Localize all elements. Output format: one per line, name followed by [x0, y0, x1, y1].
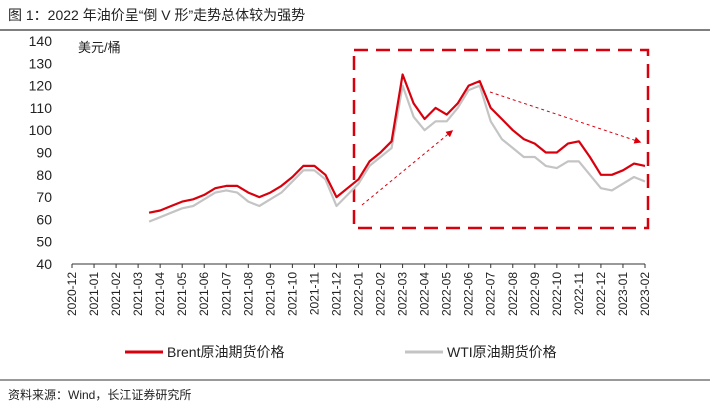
legend-label: WTI原油期货价格	[447, 344, 557, 360]
x-tick-label: 2022-07	[484, 272, 498, 316]
x-tick-label: 2021-07	[219, 272, 233, 316]
x-tick-label: 2022-03	[396, 272, 410, 316]
x-tick-label: 2022-06	[462, 272, 476, 316]
y-tick-label: 80	[36, 167, 52, 183]
x-tick-label: 2021-02	[109, 272, 123, 316]
x-tick-label: 2022-02	[374, 272, 388, 316]
arrow-down	[489, 91, 642, 144]
series-line	[148, 73, 646, 214]
y-unit: 美元/桶	[78, 40, 121, 55]
x-tick-label: 2022-05	[440, 272, 454, 316]
x-tick-label: 2021-10	[285, 272, 299, 316]
y-tick-label: 100	[29, 122, 53, 138]
y-tick-label: 140	[29, 33, 53, 49]
x-tick-label: 2021-04	[153, 272, 167, 316]
x-tick-label: 2023-02	[638, 272, 652, 316]
x-tick-label: 2022-01	[352, 272, 366, 316]
x-tick-label: 2021-11	[307, 272, 321, 315]
x-tick-label: 2021-03	[131, 272, 145, 316]
y-tick-label: 70	[36, 189, 52, 205]
y-tick-label: 60	[36, 211, 52, 227]
x-tick-label: 2021-09	[263, 272, 277, 316]
x-tick-label: 2022-09	[528, 272, 542, 316]
x-tick-label: 2020-12	[65, 272, 79, 316]
x-tick-label: 2021-12	[329, 272, 343, 316]
x-tick-label: 2021-06	[197, 272, 211, 316]
x-tick-label: 2021-01	[87, 272, 101, 316]
y-tick-label: 130	[29, 55, 53, 71]
x-tick-label: 2022-11	[572, 272, 586, 315]
y-tick-label: 110	[30, 100, 53, 116]
y-tick-label: 50	[36, 234, 52, 250]
y-tick-label: 120	[29, 78, 53, 94]
x-tick-label: 2022-10	[550, 272, 564, 316]
x-tick-label: 2022-04	[418, 272, 432, 316]
y-tick-label: 90	[36, 145, 52, 161]
x-tick-label: 2023-01	[616, 272, 630, 316]
x-tick-label: 2022-12	[594, 272, 608, 316]
x-tick-label: 2021-08	[241, 272, 255, 316]
chart-title: 图 1：2022 年油价呈“倒 V 形”走势总体较为强势	[8, 7, 305, 23]
y-tick-label: 40	[36, 256, 52, 272]
arrow-up	[361, 130, 454, 206]
x-tick-label: 2021-05	[175, 272, 189, 316]
source: 资料来源：Wind，长江证券研究所	[8, 387, 191, 402]
x-tick-label: 2022-08	[506, 272, 520, 316]
series-line	[148, 84, 646, 223]
highlight-box	[352, 48, 650, 230]
legend-label: Brent原油期货价格	[167, 344, 284, 360]
